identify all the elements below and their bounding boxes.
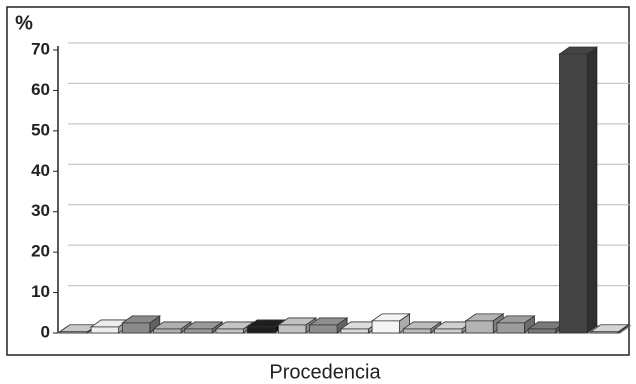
y-tick-label: 60 [31, 80, 50, 99]
y-tick-label: 30 [31, 201, 50, 220]
bar [215, 328, 244, 334]
y-tick-label: 50 [31, 120, 50, 139]
y-tick-label: 40 [31, 161, 50, 180]
bar [121, 322, 151, 334]
y-tick-label: 20 [31, 242, 50, 261]
bar [153, 328, 182, 334]
bar [465, 320, 494, 334]
bar [590, 331, 619, 334]
bar [184, 328, 213, 334]
bar [371, 320, 400, 334]
bar [496, 322, 525, 334]
plot-frame [6, 6, 630, 356]
bar [340, 328, 369, 334]
bar [309, 324, 338, 334]
bar [246, 326, 276, 334]
bar [559, 53, 588, 334]
bar [59, 331, 88, 334]
bar [527, 328, 557, 334]
y-tick-label: 10 [31, 282, 50, 301]
bar [90, 326, 119, 334]
bar [434, 328, 463, 334]
y-tick-label: 70 [31, 39, 50, 58]
y-axis-label: % [15, 12, 33, 34]
bar-side [586, 46, 598, 334]
x-axis-label: Procedencia [269, 361, 381, 383]
bar [402, 328, 432, 334]
y-tick-label: 0 [41, 322, 50, 341]
bar [278, 324, 307, 334]
